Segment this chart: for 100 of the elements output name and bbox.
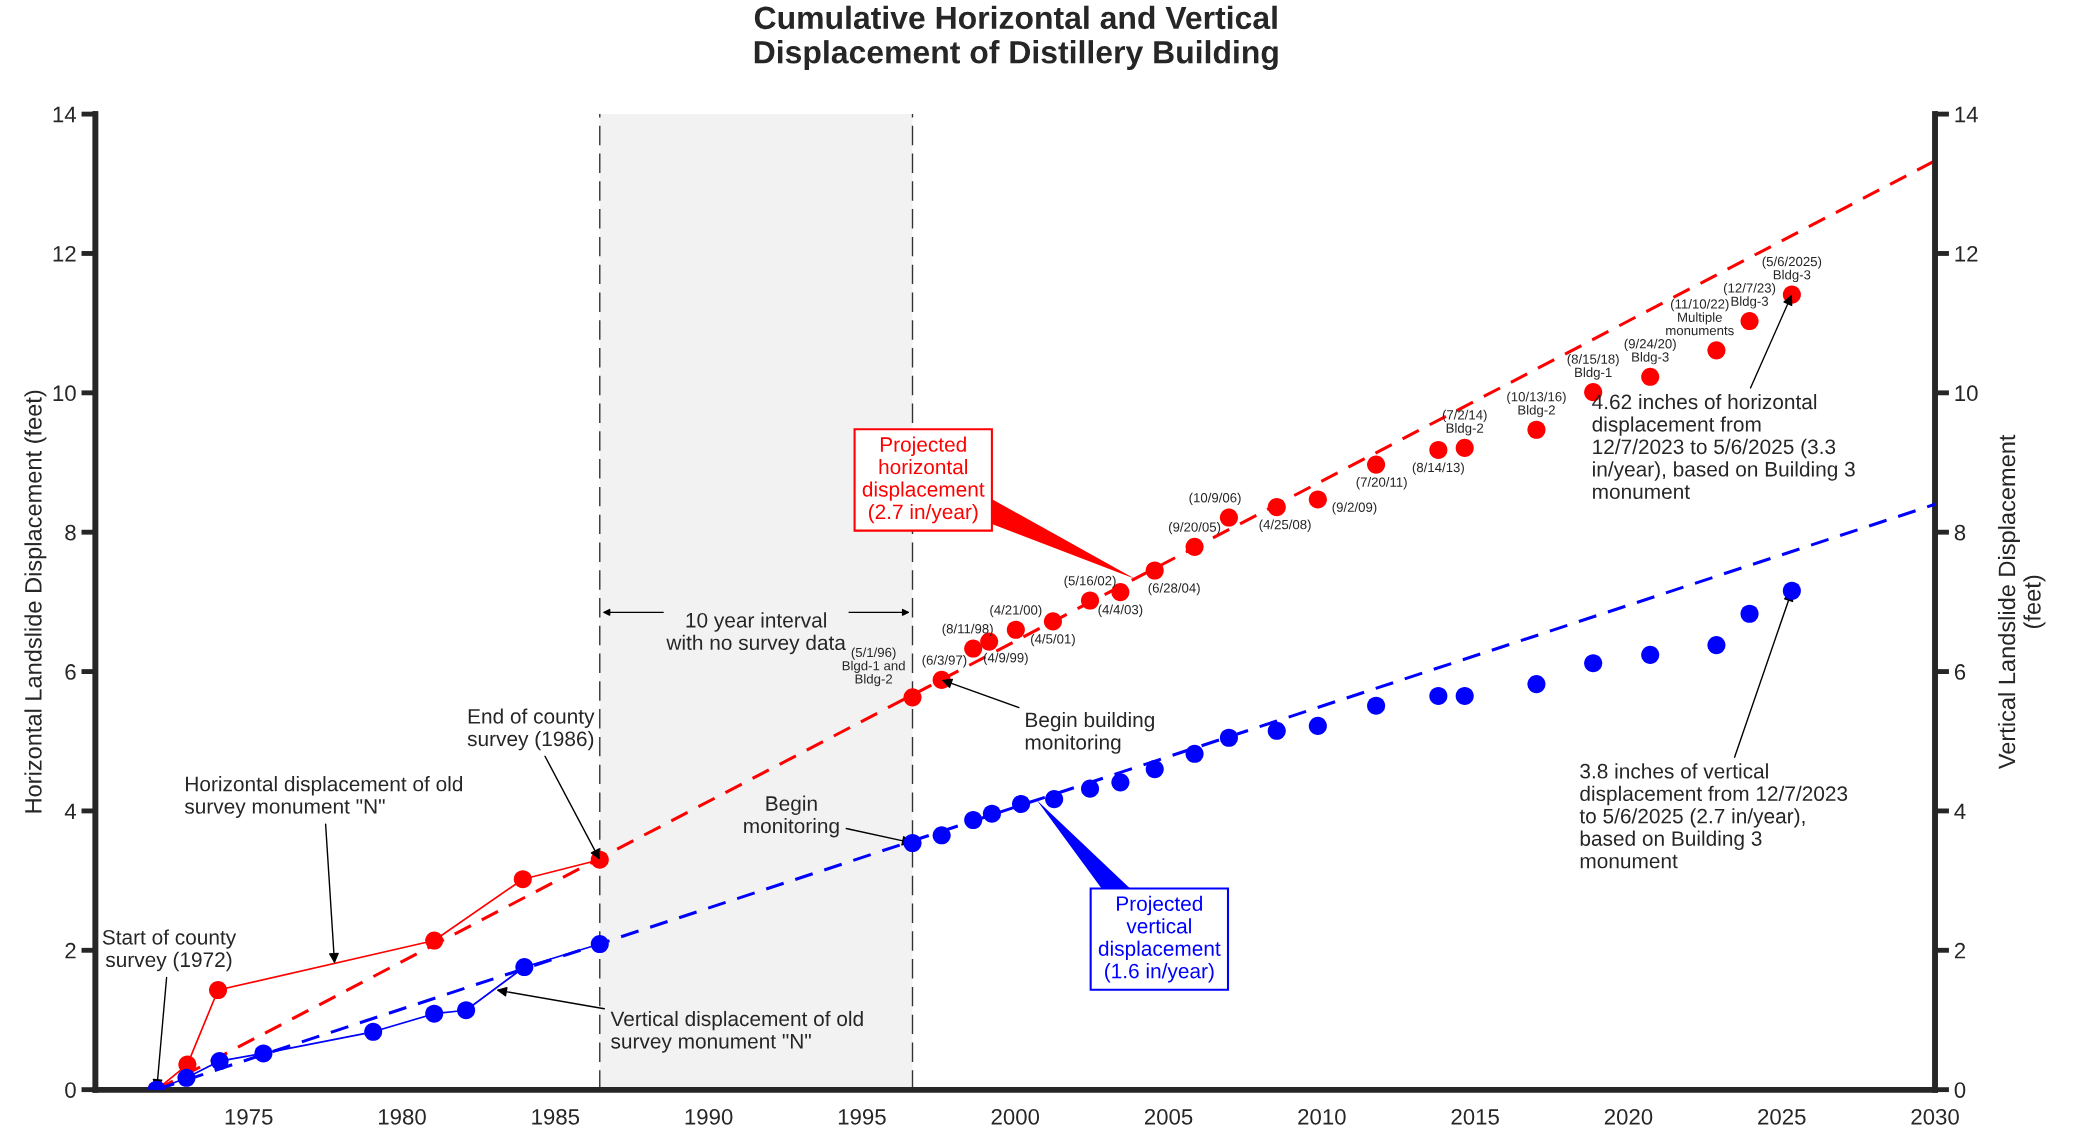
point [1308, 490, 1327, 509]
point [1145, 760, 1164, 779]
annotation: Begin building monitoring [1025, 711, 1154, 754]
y-tick-label: 12 [53, 246, 76, 262]
data-label: (4/4/03) [1098, 604, 1143, 617]
point [1641, 367, 1660, 386]
point [1707, 636, 1726, 655]
data-label: (8/15/18) Bldg-1 [1567, 354, 1619, 380]
data-label: (9/2/09) [1332, 502, 1377, 515]
data-label: (6/3/97) [922, 655, 967, 668]
data-label: (9/24/20) Bldg-3 [1624, 338, 1676, 365]
y-tick-label: 8 [65, 524, 76, 541]
data-label: (9/20/05) [1169, 522, 1221, 535]
y-tick-label: 14 [53, 106, 77, 123]
y-tick-label: 0 [65, 1082, 76, 1098]
point [1219, 508, 1238, 527]
data-label: (10/13/16) Bldg-2 [1507, 391, 1566, 418]
data-label: (6/28/04) [1148, 583, 1200, 596]
y-tick-label: 10 [53, 385, 76, 402]
data-label: (4/5/01) [1031, 633, 1075, 647]
annotation: 4.62 inches of horizontal displacement from 12/7/2023 to 5/6/2025 (3.3 in/year), based on Building 3 monument [1592, 393, 1855, 500]
point [1527, 675, 1546, 694]
y2-tick-label: 12 [1955, 246, 1978, 262]
band-label: 10 year interval with no survey data [666, 612, 846, 655]
annotation: Vertical displacement of old survey monument "N" [610, 1010, 863, 1053]
point [1782, 581, 1801, 600]
point [1145, 561, 1164, 580]
annotation: Start of county survey (1972) [102, 929, 237, 972]
x-tick-label: 2015 [1451, 1108, 1499, 1125]
x-tick-label: 2025 [1758, 1108, 1806, 1125]
y-axis-title: Horizontal Landslide Displacement (feet) [24, 390, 47, 813]
point [1185, 744, 1204, 763]
point [964, 810, 983, 830]
data-label: (8/14/13) [1412, 462, 1464, 475]
x-tick-label: 2020 [1604, 1108, 1653, 1125]
point [903, 688, 922, 707]
point [1367, 696, 1386, 715]
point [457, 1001, 476, 1020]
y2-axis-title: Vertical Landslide Displacement (feet) [1997, 434, 2046, 770]
point [1455, 686, 1474, 705]
point [1043, 612, 1062, 631]
point [1641, 645, 1660, 664]
x-tick-label: 1975 [225, 1108, 273, 1125]
data-label: (4/25/08) [1259, 519, 1311, 532]
data-label: (7/2/14) Bldg-2 [1442, 409, 1487, 436]
point [1219, 728, 1238, 747]
y-tick-label: 2 [65, 942, 76, 959]
point [1267, 498, 1286, 517]
y2-tick-label: 8 [1954, 524, 1966, 541]
point [1080, 779, 1100, 798]
x-tick-label: 1995 [838, 1108, 886, 1125]
data-label: (4/9/99) [983, 652, 1028, 665]
x-tick-label: 2030 [1911, 1108, 1959, 1125]
point [1740, 312, 1759, 331]
annotation: Horizontal displacement of old survey monument "N" [184, 776, 463, 818]
data-label: (8/11/98) [942, 623, 993, 637]
point [1080, 591, 1100, 610]
y-tick-label: 4 [64, 803, 76, 819]
data-label: (5/16/02) [1064, 575, 1116, 588]
y2-tick-label: 0 [1954, 1082, 1966, 1098]
point [982, 804, 1001, 823]
point [1011, 794, 1031, 814]
point [425, 1004, 444, 1023]
x-tick-label: 1980 [378, 1108, 426, 1125]
y2-tick-label: 4 [1954, 803, 1966, 819]
y-tick-label: 6 [65, 664, 76, 680]
data-label: (10/9/06) [1189, 492, 1241, 506]
point [1429, 686, 1448, 705]
text: Projected horizontal displacement (2.7 in/year) [862, 436, 985, 524]
point [1267, 721, 1286, 740]
point [364, 1022, 383, 1041]
x-tick-label: 2000 [991, 1108, 1040, 1125]
y2-tick-label: 14 [1955, 106, 1978, 123]
annotation: 3.8 inches of vertical displacement from 12/7/2023 to 5/6/2025 (2.7 in/year), based on Building 3 monument [1579, 763, 1848, 869]
point [1308, 716, 1327, 735]
point [1584, 654, 1603, 673]
x-tick-label: 2010 [1298, 1108, 1346, 1125]
point [1367, 455, 1386, 474]
y2-tick-label: 2 [1954, 942, 1966, 959]
point [209, 980, 228, 1000]
point [1111, 773, 1130, 792]
point [1527, 420, 1546, 439]
y2-tick-label: 10 [1955, 385, 1978, 402]
point [1006, 620, 1025, 639]
point [1455, 438, 1474, 457]
point [1740, 604, 1759, 623]
annotation: Begin monitoring [744, 795, 839, 838]
point [1185, 537, 1204, 556]
point [1707, 341, 1726, 360]
x-tick-label: 2005 [1144, 1108, 1193, 1125]
data-label: (7/20/11) [1356, 477, 1407, 490]
annotation: End of county survey (1986) [467, 708, 595, 751]
x-tick-label: 1985 [532, 1108, 580, 1125]
point [903, 833, 922, 853]
point [932, 826, 951, 845]
x-tick-label: 1990 [685, 1108, 733, 1125]
point [513, 870, 532, 889]
data-label: (5/6/2025) Bldg-3 [1762, 256, 1822, 283]
point [1045, 790, 1064, 809]
chart-title: Cumulative Horizontal and Vertical Displacement of Distillery Building [754, 5, 1278, 71]
